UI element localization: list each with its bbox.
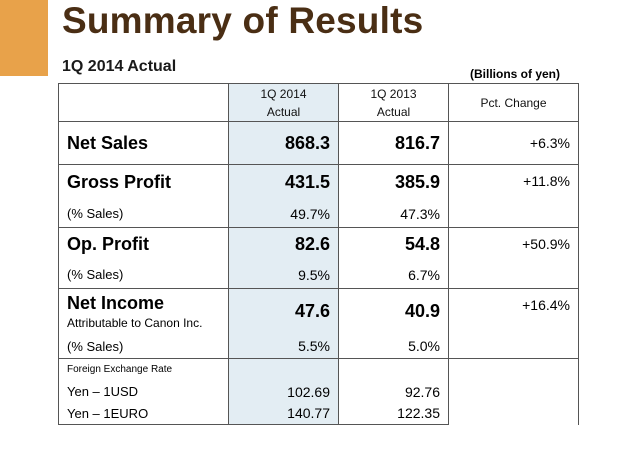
header-1q2014: 1Q 2014 Actual (228, 83, 339, 122)
net-income-label-cell: Net Income Attributable to Canon Inc. (58, 288, 229, 335)
header-row: 1Q 2014 Actual 1Q 2013 Actual Pct. Chang… (58, 83, 579, 122)
row-fx-euro: Yen – 1EURO 140.77 122.35 (58, 402, 579, 425)
op-profit-pct-2014: 9.5% (228, 261, 339, 289)
net-income-change: +16.4% (448, 288, 579, 359)
row-op-profit-pct: (% Sales) 9.5% 6.7% (58, 261, 579, 289)
header-empty-cell (58, 83, 229, 122)
gross-profit-pct-2013: 47.3% (338, 200, 449, 228)
net-income-label: Net Income (67, 293, 165, 314)
gross-profit-change: +11.8% (448, 164, 579, 228)
header-pct-change: Pct. Change (448, 83, 579, 122)
row-op-profit: Op. Profit 82.6 54.8 +50.9% (58, 227, 579, 289)
fx-label: Foreign Exchange Rate (58, 358, 229, 381)
header-1q2014-line1: 1Q 2014 (260, 86, 307, 101)
orange-accent-bar (0, 0, 48, 76)
fx-header-2013-cell (338, 358, 449, 381)
row-net-income-pct: (% Sales) 5.5% 5.0% (58, 334, 579, 359)
net-income-pct-2013: 5.0% (338, 334, 449, 359)
row-fx-header: Foreign Exchange Rate (58, 358, 579, 425)
fx-usd-label: Yen – 1USD (58, 380, 229, 403)
gross-profit-label: Gross Profit (58, 164, 229, 201)
row-gross-profit-pct: (% Sales) 49.7% 47.3% (58, 200, 579, 228)
net-income-sublabel: Attributable to Canon Inc. (67, 316, 203, 331)
net-sales-change: +6.3% (448, 121, 579, 165)
op-profit-change: +50.9% (448, 227, 579, 289)
fx-euro-2013: 122.35 (338, 402, 449, 425)
row-gross-profit: Gross Profit 431.5 385.9 +11.8% (58, 164, 579, 228)
units-note: (Billions of yen) (470, 67, 560, 81)
gross-profit-2014: 431.5 (228, 164, 339, 201)
gross-profit-pct-label: (% Sales) (58, 200, 229, 228)
gross-profit-2013: 385.9 (338, 164, 449, 201)
header-1q2014-line2: Actual (266, 104, 301, 119)
page-subtitle: 1Q 2014 Actual (62, 58, 177, 75)
row-net-sales: Net Sales 868.3 816.7 +6.3% (58, 121, 579, 165)
op-profit-pct-2013: 6.7% (338, 261, 449, 289)
header-1q2013-line1: 1Q 2013 (370, 86, 417, 101)
fx-header-2014-cell (228, 358, 339, 381)
net-income-2014: 47.6 (228, 288, 339, 335)
fx-usd-2013: 92.76 (338, 380, 449, 403)
header-1q2013-line2: Actual (376, 104, 411, 119)
page-title: Summary of Results (62, 0, 424, 41)
fx-euro-2014: 140.77 (228, 402, 339, 425)
fx-change-cell (448, 358, 579, 425)
fx-usd-2014: 102.69 (228, 380, 339, 403)
op-profit-2014: 82.6 (228, 227, 339, 262)
gross-profit-pct-2014: 49.7% (228, 200, 339, 228)
results-table: 1Q 2014 Actual 1Q 2013 Actual Pct. Chang… (58, 83, 579, 425)
header-1q2013: 1Q 2013 Actual (338, 83, 449, 122)
op-profit-2013: 54.8 (338, 227, 449, 262)
fx-euro-label: Yen – 1EURO (58, 402, 229, 425)
op-profit-label: Op. Profit (58, 227, 229, 262)
op-profit-pct-label: (% Sales) (58, 261, 229, 289)
net-income-pct-2014: 5.5% (228, 334, 339, 359)
row-fx-usd: Yen – 1USD 102.69 92.76 (58, 380, 579, 403)
net-income-2013: 40.9 (338, 288, 449, 335)
net-sales-label: Net Sales (58, 121, 229, 165)
net-sales-2013: 816.7 (338, 121, 449, 165)
net-income-pct-label: (% Sales) (58, 334, 229, 359)
row-net-income: Net Income Attributable to Canon Inc. 47… (58, 288, 579, 359)
net-sales-2014: 868.3 (228, 121, 339, 165)
